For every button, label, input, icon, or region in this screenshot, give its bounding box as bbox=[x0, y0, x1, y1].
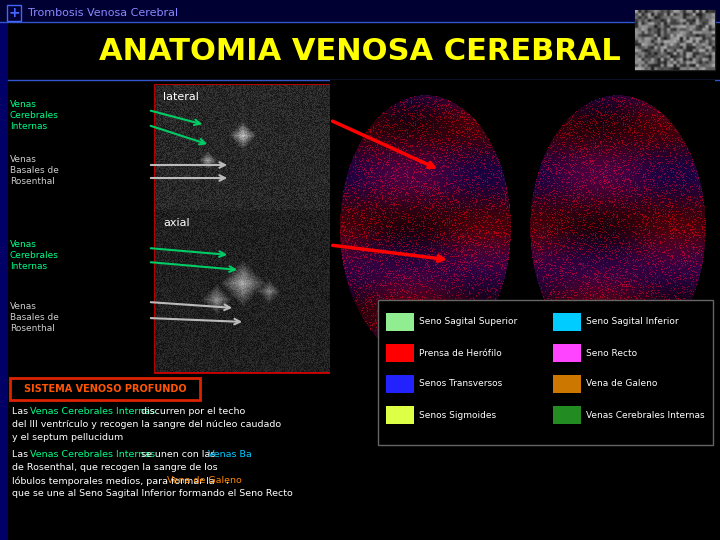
Text: Vena de Galeno: Vena de Galeno bbox=[586, 380, 657, 388]
Bar bbox=[386, 375, 414, 393]
Text: que se une al Seno Sagital Inferior formando el Seno Recto: que se une al Seno Sagital Inferior form… bbox=[12, 489, 293, 498]
Text: Seno Sagital Superior: Seno Sagital Superior bbox=[419, 318, 517, 327]
Bar bbox=[10, 378, 200, 400]
Text: Seno Sagital Inferior: Seno Sagital Inferior bbox=[586, 318, 679, 327]
Text: Las: Las bbox=[12, 407, 31, 416]
Text: Venas Cerebrales Internas: Venas Cerebrales Internas bbox=[30, 407, 155, 416]
Text: Prensa de Herófilo: Prensa de Herófilo bbox=[419, 348, 502, 357]
Text: Vena de Galeno: Vena de Galeno bbox=[167, 476, 242, 485]
Text: Venas
Basales de
Rosenthal: Venas Basales de Rosenthal bbox=[10, 155, 59, 186]
Bar bbox=[386, 344, 414, 362]
Text: y el septum pellucidum: y el septum pellucidum bbox=[12, 433, 123, 442]
Text: ,: , bbox=[225, 476, 228, 485]
Text: Seno Recto: Seno Recto bbox=[586, 348, 637, 357]
Bar bbox=[155, 210, 330, 372]
Text: SISTEMA VENOSO PROFUNDO: SISTEMA VENOSO PROFUNDO bbox=[24, 384, 186, 394]
Bar bbox=[386, 406, 414, 424]
Bar bbox=[553, 313, 581, 331]
Text: Las: Las bbox=[12, 450, 31, 459]
Text: Senos Sigmoides: Senos Sigmoides bbox=[419, 410, 496, 420]
Bar bbox=[635, 10, 715, 70]
Bar bbox=[0, 22, 8, 540]
Text: Venas
Cerebrales
Internas: Venas Cerebrales Internas bbox=[10, 240, 59, 271]
Text: lateral: lateral bbox=[163, 92, 199, 102]
Text: se unen con las: se unen con las bbox=[138, 450, 218, 459]
Text: ANATOMIA VENOSA CEREBRAL: ANATOMIA VENOSA CEREBRAL bbox=[99, 37, 621, 66]
Bar bbox=[553, 375, 581, 393]
Text: lóbulos temporales medios, para formar la: lóbulos temporales medios, para formar l… bbox=[12, 476, 217, 485]
Bar bbox=[386, 313, 414, 331]
Text: discurren por el techo: discurren por el techo bbox=[138, 407, 246, 416]
Text: Venas Cerebrales Internas: Venas Cerebrales Internas bbox=[30, 450, 155, 459]
Bar bbox=[553, 406, 581, 424]
Text: Trombosis Venosa Cerebral: Trombosis Venosa Cerebral bbox=[28, 8, 178, 18]
Text: Senos Transversos: Senos Transversos bbox=[419, 380, 503, 388]
Bar bbox=[155, 85, 330, 210]
Text: Venas
Basales de
Rosenthal: Venas Basales de Rosenthal bbox=[10, 302, 59, 333]
Text: Venas Cerebrales Internas: Venas Cerebrales Internas bbox=[586, 410, 705, 420]
Text: Venas
Cerebrales
Internas: Venas Cerebrales Internas bbox=[10, 100, 59, 131]
Text: +: + bbox=[8, 6, 20, 20]
Text: de Rosenthal, que recogen la sangre de los: de Rosenthal, que recogen la sangre de l… bbox=[12, 463, 217, 472]
Text: axial: axial bbox=[163, 218, 189, 228]
Text: Venas Ba: Venas Ba bbox=[208, 450, 252, 459]
Bar bbox=[0, 0, 720, 22]
Bar bbox=[553, 344, 581, 362]
Bar bbox=[378, 300, 713, 445]
Text: del III ventrículo y recogen la sangre del núcleo caudado: del III ventrículo y recogen la sangre d… bbox=[12, 420, 281, 429]
